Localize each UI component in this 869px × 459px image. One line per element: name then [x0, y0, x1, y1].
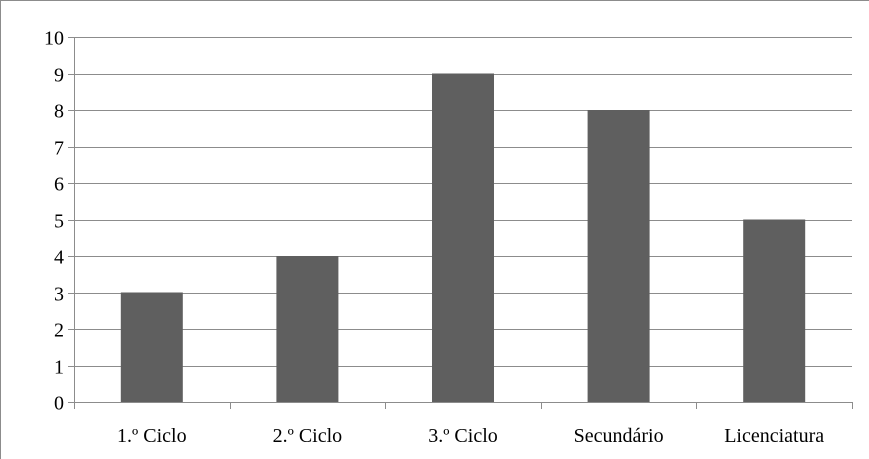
- y-tick-label: 4: [54, 247, 64, 269]
- x-tick-label: 3.º Ciclo: [428, 425, 498, 447]
- x-tick-label: Secundário: [574, 425, 664, 447]
- y-tick-label: 5: [54, 211, 64, 233]
- y-tick-label: 2: [54, 320, 64, 342]
- bars: [120, 73, 806, 402]
- bar: [120, 292, 183, 402]
- y-tick-label: 1: [54, 357, 64, 379]
- bar: [432, 73, 494, 402]
- bar: [276, 256, 339, 402]
- bar: [587, 110, 650, 402]
- axes: [68, 37, 853, 409]
- bar: [743, 219, 806, 402]
- y-tick-label: 9: [54, 65, 64, 87]
- y-tick-label: 7: [54, 138, 64, 160]
- y-tick-label: 8: [54, 101, 64, 123]
- x-tick-label: 1.º Ciclo: [117, 425, 187, 447]
- y-tick-label: 10: [44, 28, 64, 50]
- y-tick-labels: 0 1 2 3 4 5 6 7 8 9 10: [44, 28, 64, 415]
- x-tick-label: 2.º Ciclo: [273, 425, 343, 447]
- y-tick-label: 3: [54, 284, 64, 306]
- y-tick-label: 6: [54, 174, 64, 196]
- y-tick-label: 0: [54, 393, 64, 415]
- x-tick-label: Licenciatura: [724, 425, 824, 447]
- x-tick-labels: 1.º Ciclo 2.º Ciclo 3.º Ciclo Secundário Lic…: [117, 425, 824, 447]
